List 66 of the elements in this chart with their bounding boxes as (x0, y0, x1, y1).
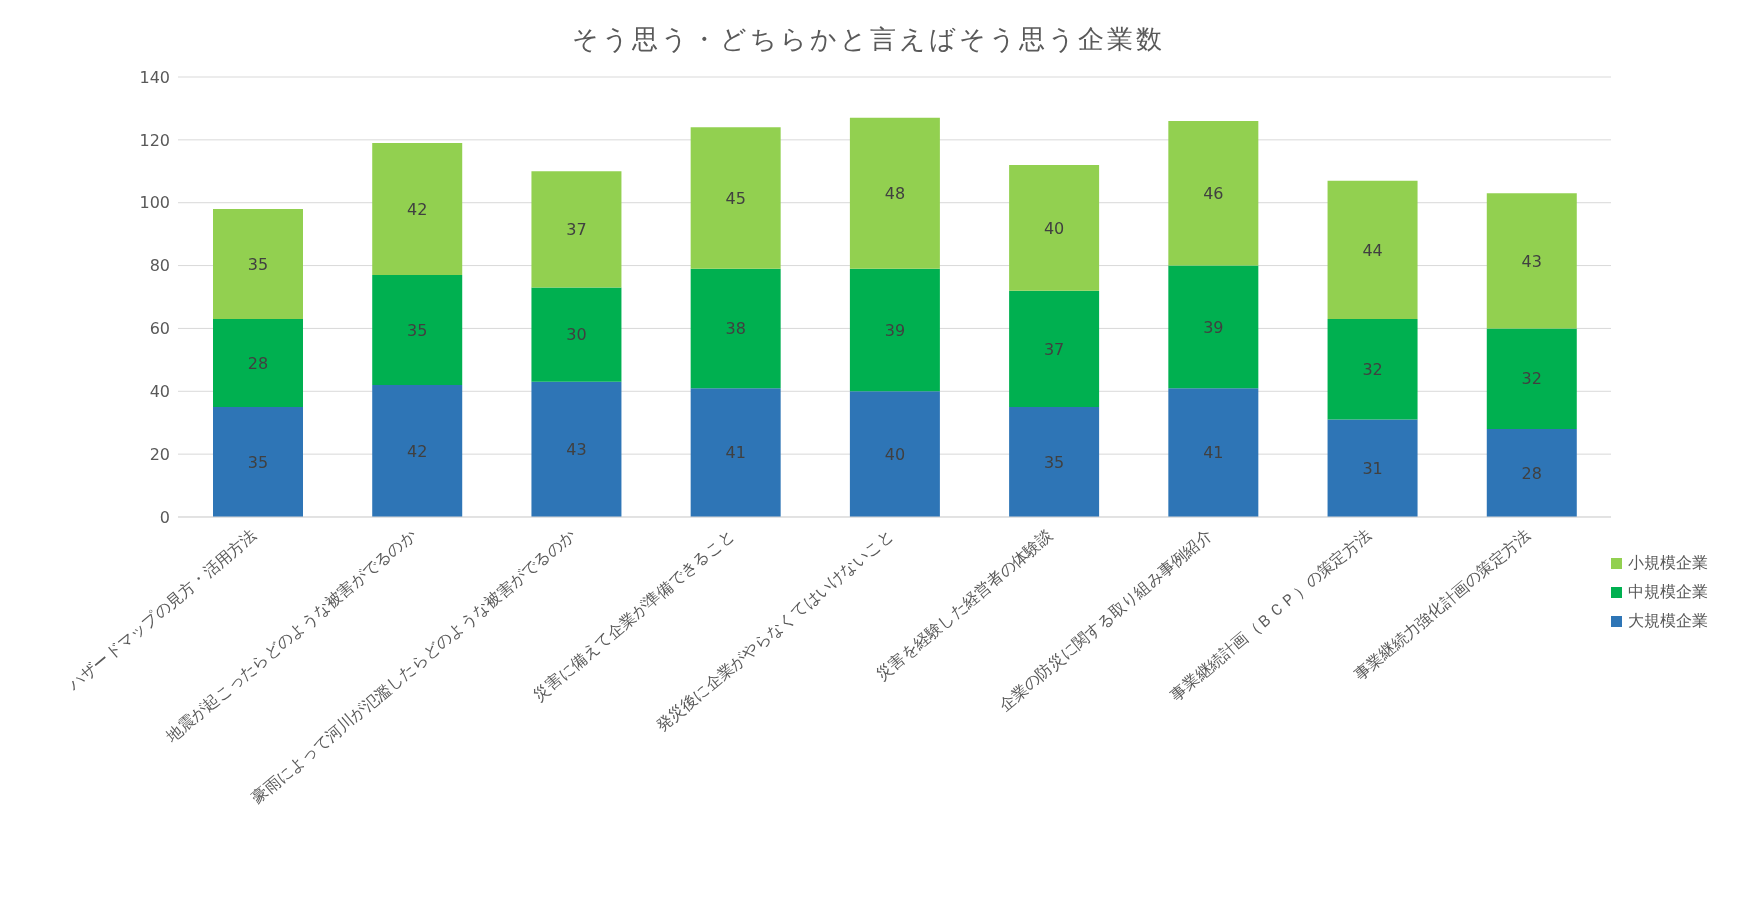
legend-label: 小規模企業 (1628, 552, 1708, 574)
bar (531, 287, 622, 382)
y-tick-label: 100 (139, 193, 170, 213)
y-tick-label: 140 (139, 67, 170, 87)
data-label: 44 (1362, 240, 1383, 260)
bar (1486, 328, 1577, 429)
bar (372, 275, 463, 385)
data-label: 31 (1362, 458, 1383, 478)
data-label: 45 (725, 188, 746, 208)
bar (1327, 419, 1418, 517)
data-label: 35 (1043, 452, 1065, 472)
data-label: 41 (725, 443, 746, 463)
y-tick-label: 20 (149, 444, 170, 464)
y-tick-label: 120 (139, 130, 170, 150)
data-label: 40 (884, 444, 906, 464)
bar (849, 268, 940, 392)
bar (372, 385, 463, 517)
y-tick-label: 0 (159, 507, 170, 527)
bar (531, 381, 622, 517)
data-label: 37 (1043, 339, 1065, 359)
data-label: 39 (1203, 317, 1224, 337)
y-tick-label: 80 (149, 256, 170, 276)
y-tick-label: 40 (149, 381, 170, 401)
bar (213, 209, 303, 319)
data-label: 43 (566, 440, 587, 460)
bar (1486, 193, 1577, 329)
data-label: 32 (1362, 359, 1383, 379)
data-label: 35 (247, 452, 269, 472)
data-label: 39 (884, 320, 906, 340)
data-label: 37 (566, 220, 587, 240)
bar (690, 268, 781, 389)
bar (1168, 121, 1259, 266)
bar (1327, 319, 1418, 420)
data-label: 42 (407, 441, 428, 461)
data-label: 48 (884, 183, 906, 203)
bar (1168, 265, 1259, 389)
chart-title: そう思う・どちらかと言えばそう思う企業数 (570, 23, 1166, 56)
data-label: 43 (1521, 251, 1542, 271)
bar (1009, 290, 1100, 407)
data-label: 38 (725, 319, 746, 339)
bar (690, 388, 781, 517)
data-label: 46 (1203, 183, 1224, 203)
data-label: 40 (1043, 218, 1065, 238)
bar (213, 407, 303, 517)
legend-label: 大規模企業 (1628, 610, 1708, 632)
bar (531, 171, 622, 288)
bar (1168, 388, 1259, 517)
data-label: 41 (1203, 443, 1224, 463)
legend-label: 中規模企業 (1628, 581, 1708, 603)
bar (213, 319, 303, 407)
bar (1486, 429, 1577, 517)
bar (690, 127, 781, 269)
data-label: 28 (247, 353, 269, 373)
bar (1327, 180, 1418, 319)
data-label: 35 (247, 254, 269, 274)
data-label: 32 (1521, 369, 1542, 389)
bar (849, 391, 940, 517)
bar (1009, 165, 1100, 291)
data-label: 30 (566, 325, 587, 345)
data-label: 35 (407, 320, 428, 340)
bar (372, 143, 463, 275)
bar (849, 117, 940, 269)
data-label: 42 (407, 199, 428, 219)
data-label: 28 (1521, 463, 1542, 483)
y-tick-label: 60 (149, 319, 170, 339)
bar (1009, 407, 1100, 517)
